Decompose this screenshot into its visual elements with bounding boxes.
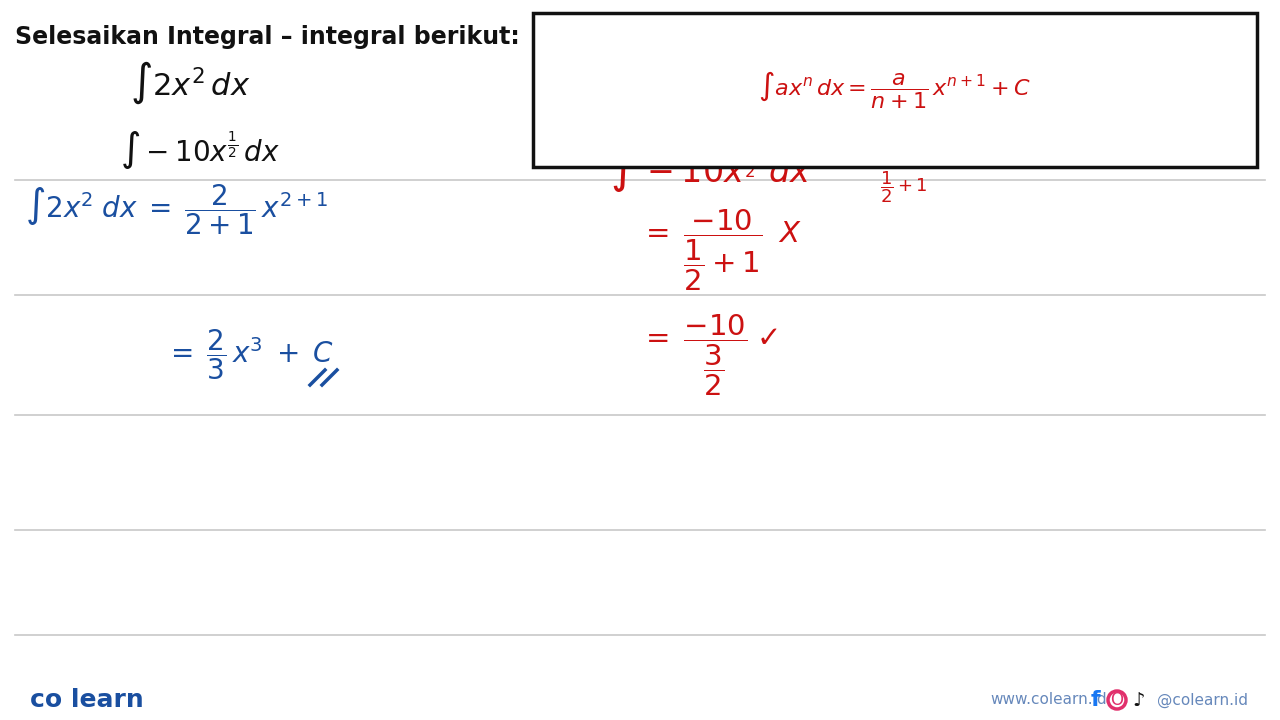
- Text: $=\;\dfrac{2}{3}\,x^3\;+\;C$: $=\;\dfrac{2}{3}\,x^3\;+\;C$: [165, 328, 334, 382]
- Text: $\int ax^n\,dx = \dfrac{a}{n+1}\,x^{n+1}+C$: $\int ax^n\,dx = \dfrac{a}{n+1}\,x^{n+1}…: [758, 69, 1032, 111]
- FancyBboxPatch shape: [532, 13, 1257, 167]
- Text: www.colearn.id: www.colearn.id: [989, 693, 1107, 708]
- Text: $\int 2x^2\;dx\;=\;\dfrac{2}{2+1}\,x^{2+1}$: $\int 2x^2\;dx\;=\;\dfrac{2}{2+1}\,x^{2+…: [26, 183, 329, 238]
- Text: co learn: co learn: [29, 688, 143, 712]
- Text: $\int -10x^{\frac{1}{2}}\,dx$: $\int -10x^{\frac{1}{2}}\,dx$: [120, 130, 280, 172]
- Text: $=\;\dfrac{-10}{\dfrac{3}{2}}\;\checkmark$: $=\;\dfrac{-10}{\dfrac{3}{2}}\;\checkmar…: [640, 312, 778, 397]
- Text: ♪: ♪: [1133, 690, 1146, 709]
- Text: $\dfrac{1}{2}+1$: $\dfrac{1}{2}+1$: [881, 169, 928, 205]
- Text: @colearn.id: @colearn.id: [1157, 693, 1248, 708]
- Text: $\int 2x^2\,dx$: $\int 2x^2\,dx$: [129, 60, 250, 107]
- Text: $\int\,-10x^{\frac{1}{2}}\;dx$: $\int\,-10x^{\frac{1}{2}}\;dx$: [611, 145, 812, 195]
- Text: Selesaikan Integral – integral berikut:: Selesaikan Integral – integral berikut:: [15, 25, 520, 49]
- Text: $=\;\dfrac{-10}{\dfrac{1}{2}+1}\;\;X$: $=\;\dfrac{-10}{\dfrac{1}{2}+1}\;\;X$: [640, 207, 803, 292]
- Text: f: f: [1091, 690, 1100, 710]
- Text: O: O: [1111, 691, 1124, 709]
